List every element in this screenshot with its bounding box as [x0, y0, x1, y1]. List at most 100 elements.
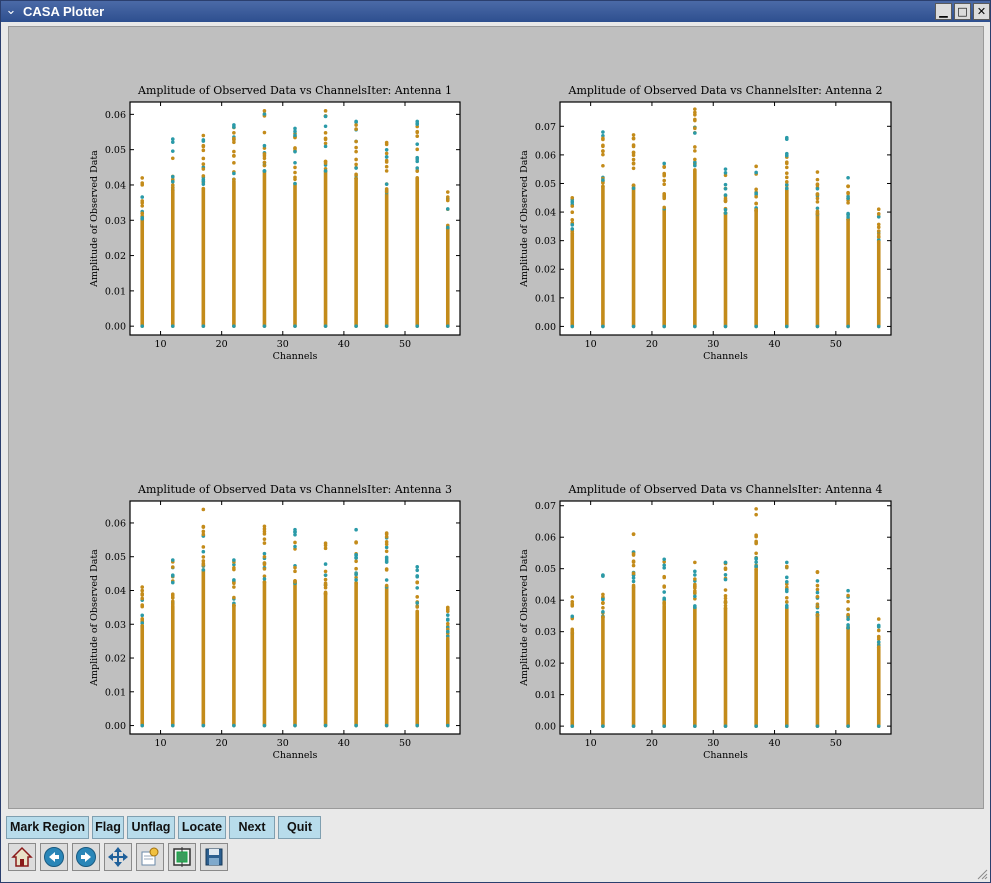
- chart3-point: [232, 585, 236, 589]
- chart1-point: [293, 165, 297, 170]
- quit-button[interactable]: Quit: [278, 816, 321, 839]
- chart4-point: [784, 575, 789, 580]
- chart3-point: [140, 596, 145, 601]
- chart4-point: [846, 593, 850, 598]
- chart1-point-max: [262, 109, 267, 113]
- title-bar[interactable]: ⌄ CASA Plotter ▁ □ ✕: [1, 1, 990, 22]
- chart4-point: [846, 617, 850, 622]
- chart3-point: [354, 581, 358, 586]
- chart3-ytick-label: 0.06: [105, 518, 126, 529]
- chart1-point: [415, 130, 420, 135]
- zoom-icon[interactable]: [136, 843, 164, 871]
- chart4-point-max: [570, 595, 575, 599]
- plot-canvas[interactable]: 10 20 30 40 50 0.00 0.01 0.02 0.03 0.04 0.05 0.06 Am…: [8, 26, 984, 809]
- resize-grip-icon[interactable]: [976, 868, 988, 880]
- chart2-point: [601, 149, 605, 154]
- chart1-point: [354, 127, 358, 131]
- chart4-frame: [559, 500, 892, 735]
- chart2-point: [846, 184, 850, 189]
- chart3-point-max: [354, 527, 358, 532]
- chart2-point: [754, 191, 758, 196]
- chart4-point: [662, 590, 667, 594]
- unflag-button[interactable]: Unflag: [127, 816, 175, 839]
- home-icon[interactable]: [8, 843, 36, 871]
- chart1-point: [140, 181, 145, 185]
- close-icon[interactable]: ✕: [973, 3, 990, 20]
- chart3-point: [384, 534, 389, 539]
- chart1-point: [323, 131, 328, 135]
- chart1-point: [323, 169, 328, 173]
- chart3-point: [262, 527, 267, 531]
- chart2-point-min: [601, 324, 605, 329]
- chart1-point: [354, 139, 358, 144]
- chart4-point: [601, 601, 605, 605]
- chart4-ylabel: Amplitude of Observed Data: [519, 549, 530, 687]
- chart3-point: [415, 580, 420, 585]
- mark-region-button[interactable]: Mark Region: [6, 816, 89, 839]
- chart4-point: [723, 577, 728, 582]
- chart4-point: [601, 609, 605, 614]
- chart2-point: [601, 163, 605, 168]
- window-menu-icon[interactable]: ⌄: [5, 3, 17, 18]
- chart4-point: [631, 553, 636, 557]
- chart3-point-max: [140, 585, 145, 589]
- chart1-xtick-label: 20: [216, 339, 228, 350]
- chart1-point: [415, 155, 420, 160]
- chart3-point: [201, 559, 206, 563]
- flag-button[interactable]: Flag: [92, 816, 124, 839]
- pan-icon[interactable]: [104, 843, 132, 871]
- chart3-point: [262, 577, 267, 581]
- chart3-point: [140, 604, 145, 609]
- chart1-point: [170, 185, 175, 190]
- chart3-point: [140, 624, 145, 628]
- chart2-point-min: [754, 324, 758, 329]
- chart3-point: [201, 529, 206, 534]
- chart1-point: [232, 149, 236, 154]
- chart2-point: [754, 170, 758, 175]
- chart2-ytick-label: 0.01: [535, 293, 556, 304]
- chart2-ytick-label: 0.05: [535, 179, 556, 190]
- chart2-point: [723, 193, 728, 197]
- chart4-point: [723, 566, 728, 571]
- chart1-ytick-label: 0.02: [105, 251, 126, 262]
- chart3-point: [323, 583, 328, 588]
- chart1-point: [170, 140, 175, 144]
- chart3-point: [323, 573, 328, 577]
- chart2-point: [662, 195, 667, 200]
- chart2-ytick-label: 0.00: [535, 322, 556, 333]
- locate-button[interactable]: Locate: [178, 816, 226, 839]
- chart4-point-min: [846, 724, 850, 728]
- chart4-title: Amplitude of Observed Data vs ChannelsIt…: [568, 483, 883, 496]
- plot-figure[interactable]: 10 20 30 40 50 0.00 0.01 0.02 0.03 0.04 0.05 0.06 Am…: [9, 27, 983, 808]
- chart1-title: Amplitude of Observed Data vs ChannelsIt…: [137, 84, 452, 97]
- chart2-point: [570, 218, 575, 222]
- chart2-point-min: [784, 324, 789, 329]
- chart1-point: [262, 160, 267, 165]
- chart1-point: [323, 159, 328, 164]
- minimize-icon[interactable]: ▁: [935, 3, 952, 20]
- save-icon[interactable]: [200, 843, 228, 871]
- chart4-point-min: [601, 724, 605, 728]
- chart4-point: [754, 567, 758, 572]
- chart4-point-min: [723, 724, 728, 728]
- chart2-point: [662, 205, 667, 210]
- next-button[interactable]: Next: [229, 816, 275, 839]
- chart2-ytick-label: 0.02: [535, 265, 556, 276]
- chart3-point: [415, 601, 420, 605]
- chart4-point: [693, 569, 697, 574]
- chart2-point-min: [693, 324, 697, 329]
- maximize-icon[interactable]: □: [954, 3, 971, 20]
- subplots-icon[interactable]: [168, 843, 196, 871]
- forward-icon[interactable]: [72, 843, 100, 871]
- chart4-ytick-label: 0.02: [535, 659, 556, 670]
- chart2-point: [784, 182, 789, 187]
- chart1-point-max: [201, 133, 206, 138]
- chart2-ytick-label: 0.07: [535, 122, 556, 133]
- back-icon[interactable]: [40, 843, 68, 871]
- chart1-point: [201, 156, 206, 161]
- chart3-point: [201, 549, 206, 554]
- chart3-point: [445, 636, 450, 641]
- chart1-ytick-label: 0.05: [105, 145, 126, 156]
- chart1-point: [323, 144, 328, 149]
